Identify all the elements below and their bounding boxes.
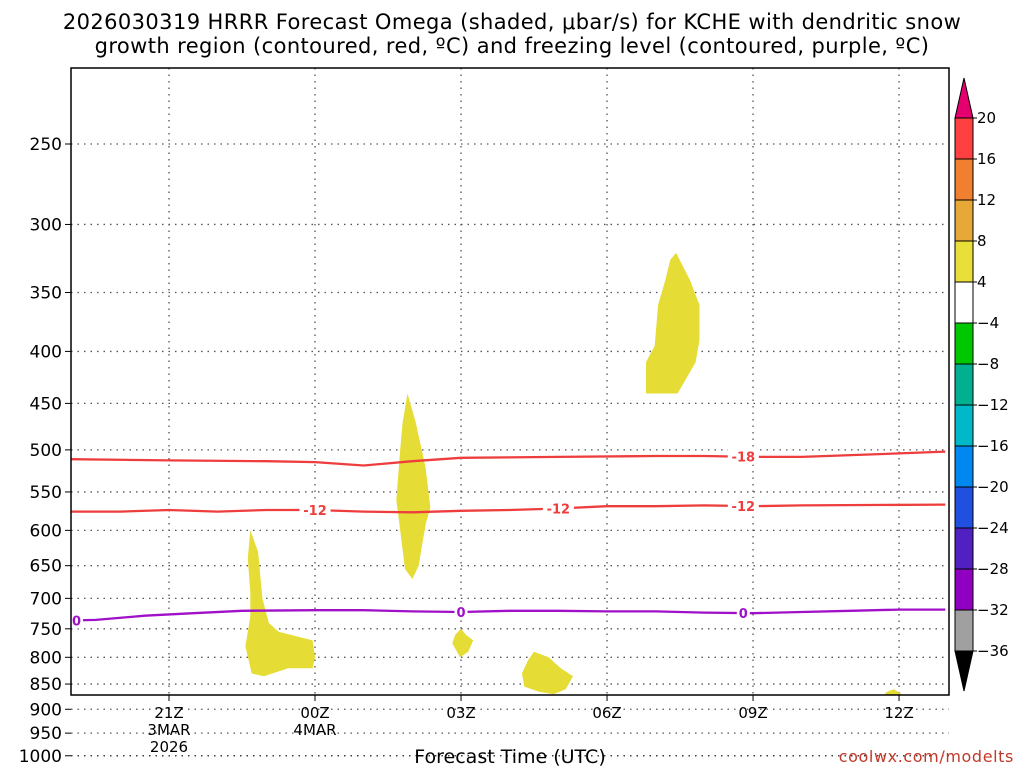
- colorbar-tick-label: −20: [977, 478, 1009, 496]
- contour-label: 0: [739, 607, 748, 622]
- colorbar-swatch: [954, 240, 974, 283]
- colorbar-tick-label: −16: [977, 437, 1009, 455]
- y-tick-label: 650: [30, 557, 62, 577]
- contour-label-bg: [70, 612, 84, 629]
- colorbar-top-arrow: [954, 77, 974, 119]
- colorbar-tick-label: −36: [977, 642, 1009, 660]
- omega-region: [245, 530, 315, 677]
- omega-region: [646, 252, 700, 394]
- colorbar-bottom-arrow: [954, 650, 974, 692]
- y-tick-label: 850: [30, 675, 62, 695]
- x-tick-label: 21Z: [154, 704, 183, 722]
- y-tick-label: 800: [30, 648, 62, 668]
- contour-label: -18: [732, 451, 756, 466]
- colorbar-tick-label: 20: [977, 109, 996, 127]
- y-tick-label: 300: [30, 215, 62, 235]
- colorbar-swatch: [954, 404, 974, 447]
- colorbar-legend: 20 16 12 8 4 −4 −8 −12 −16 −20 −24 −28 −32 −36: [954, 77, 1009, 692]
- y-tick-label: 950: [30, 724, 62, 744]
- colorbar-tick-label: −32: [977, 601, 1009, 619]
- colorbar-tick-label: −4: [977, 314, 999, 332]
- y-tick-label: 900: [30, 700, 62, 720]
- x-axis-label: Forecast Time (UTC): [414, 746, 606, 768]
- colorbar-swatch: [954, 281, 974, 324]
- contour-label-bg: [454, 604, 468, 621]
- x-tick-label: 12Z: [884, 704, 913, 722]
- contour-label-bg: [542, 500, 574, 517]
- colorbar-tick-label: 12: [977, 191, 996, 209]
- y-tick-label: 450: [30, 394, 62, 414]
- colorbar-tick-label: −12: [977, 396, 1009, 414]
- y-tick-label: 400: [30, 342, 62, 362]
- y-tick-label: 550: [30, 483, 62, 503]
- contour-labels: -18 -12 -12 -12 0 0 0: [70, 448, 759, 629]
- colorbar-tick-label: 4: [977, 273, 987, 291]
- colorbar-swatch: [954, 363, 974, 406]
- x-tick-label: 09Z: [738, 704, 767, 722]
- colorbar-tick-label: 8: [977, 232, 987, 250]
- omega-region: [396, 393, 431, 579]
- colorbar-swatch: [954, 486, 974, 529]
- contour-label: 0: [456, 606, 465, 621]
- contour-label: -12: [547, 502, 571, 517]
- omega-region: [452, 628, 474, 658]
- colorbar-swatch: [954, 527, 974, 570]
- contour-label-bg: [736, 605, 750, 622]
- y-axis-ticks: 250 300 350 400 450 500 550 600 650 700 750 800 850 9…: [19, 135, 71, 767]
- y-tick-label: 250: [30, 135, 62, 155]
- y-tick-label: 700: [30, 589, 62, 609]
- omega-shading: [245, 252, 903, 695]
- contour-lines: [71, 450, 946, 622]
- grid-lines: [71, 68, 949, 757]
- colorbar-tick-label: 16: [977, 150, 996, 168]
- x-tick-label: 00Z: [300, 704, 329, 722]
- chart-title-line-1: 2026030319 HRRR Forecast Omega (shaded, …: [62, 10, 962, 34]
- colorbar-swatch: [954, 322, 974, 365]
- colorbar-tick-label: −8: [977, 355, 999, 373]
- omega-region: [883, 689, 903, 695]
- colorbar-swatch: [954, 445, 974, 488]
- y-tick-label: 1000: [19, 747, 62, 767]
- y-tick-label: 600: [30, 521, 62, 541]
- colorbar-swatch: [954, 568, 974, 611]
- contour-label: -12: [732, 500, 756, 515]
- contour-label-bg: [727, 448, 759, 465]
- x-tick-label: 4MAR: [293, 721, 336, 739]
- colorbar-tick-label: −24: [977, 519, 1009, 537]
- y-tick-label: 500: [30, 441, 62, 461]
- contour-line-0: [71, 608, 946, 622]
- chart-title-line-2: growth region (contoured, red, ºC) and f…: [94, 34, 930, 58]
- contour-label-bg: [299, 502, 331, 519]
- colorbar-swatch: [954, 158, 974, 201]
- colorbar-swatch: [954, 609, 974, 652]
- contour-label: -12: [303, 504, 327, 519]
- colorbar-tick-label: −28: [977, 560, 1009, 578]
- y-tick-label: 750: [30, 620, 62, 640]
- omega-region: [521, 651, 573, 695]
- contour-label-bg: [727, 498, 759, 515]
- x-tick-label: 06Z: [592, 704, 621, 722]
- plot-frame: [70, 67, 950, 696]
- contour-line--12: [71, 503, 946, 514]
- colorbar-swatch: [954, 117, 974, 160]
- x-tick-label: 2026: [150, 738, 188, 756]
- contour-label: 0: [72, 614, 81, 629]
- y-tick-label: 350: [30, 283, 62, 303]
- x-tick-label: 03Z: [446, 704, 475, 722]
- source-credit: coolwx.com/modelts: [838, 747, 1014, 766]
- contour-line--18: [71, 450, 946, 467]
- colorbar-swatch: [954, 199, 974, 242]
- x-tick-label: 3MAR: [147, 721, 190, 739]
